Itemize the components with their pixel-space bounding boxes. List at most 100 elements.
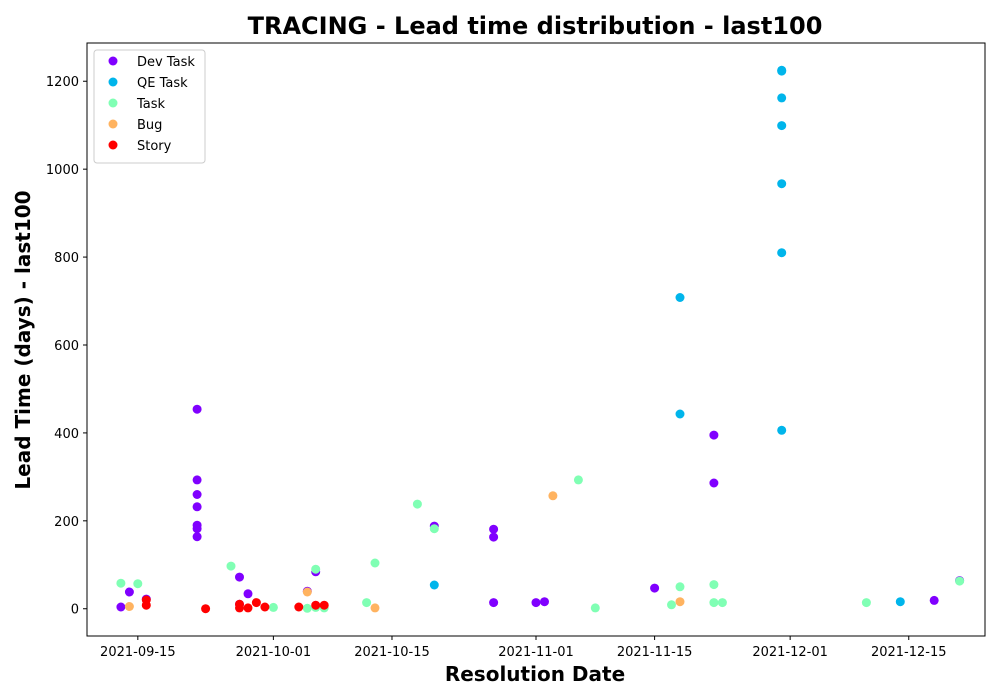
- data-point: [590, 603, 600, 613]
- data-point: [675, 293, 685, 302]
- data-point: [861, 598, 871, 608]
- series-bug: [124, 491, 685, 613]
- y-tick-label: 1000: [46, 163, 79, 178]
- data-point: [370, 558, 380, 568]
- data-point: [650, 583, 660, 593]
- data-point: [294, 602, 304, 612]
- legend-label: Task: [136, 97, 166, 112]
- data-point: [489, 598, 499, 608]
- x-tick-label: 2021-10-15: [354, 645, 430, 660]
- data-point: [302, 603, 312, 613]
- data-point: [709, 598, 719, 608]
- x-axis-label: Resolution Date: [445, 662, 625, 686]
- data-point: [709, 580, 719, 590]
- x-tick-label: 2021-09-15: [100, 645, 176, 660]
- x-tick-label: 2021-11-01: [498, 645, 574, 660]
- data-point: [370, 603, 380, 613]
- data-point: [362, 598, 372, 608]
- data-point: [531, 598, 541, 608]
- legend-item: QE Task: [108, 76, 188, 91]
- data-point: [955, 576, 965, 586]
- data-point: [675, 597, 685, 607]
- legend-label: Bug: [137, 118, 162, 133]
- data-point: [192, 475, 202, 485]
- data-point: [192, 532, 202, 542]
- legend-label: Dev Task: [137, 55, 195, 70]
- legend-marker: [108, 140, 118, 150]
- data-point: [777, 66, 787, 76]
- data-point: [311, 564, 321, 574]
- legend-item: Dev Task: [108, 55, 195, 70]
- data-point: [192, 524, 202, 534]
- data-point: [235, 603, 244, 613]
- data-point: [243, 603, 253, 613]
- data-point: [675, 409, 685, 419]
- y-axis: 0 200 400 600 800 1000 1200: [46, 75, 87, 618]
- data-point: [429, 524, 439, 534]
- plot-area: [116, 65, 965, 614]
- y-tick-label: 0: [71, 603, 79, 618]
- data-point: [540, 597, 549, 607]
- data-point: [929, 595, 939, 605]
- legend-marker: [108, 77, 118, 87]
- data-point: [243, 589, 253, 599]
- legend-item: Bug: [108, 118, 162, 133]
- legend-marker: [108, 98, 118, 108]
- x-tick-label: 2021-12-01: [752, 645, 828, 660]
- data-point: [268, 602, 278, 612]
- y-tick-label: 400: [54, 427, 79, 442]
- data-point: [489, 524, 499, 534]
- data-point: [311, 600, 321, 610]
- data-point: [667, 600, 676, 610]
- data-point: [192, 502, 202, 512]
- data-point: [116, 602, 126, 612]
- data-point: [709, 430, 719, 440]
- legend-item: Story: [108, 139, 172, 154]
- y-tick-label: 600: [54, 339, 79, 354]
- data-point: [251, 598, 261, 608]
- data-point: [124, 587, 134, 597]
- data-point: [141, 595, 151, 605]
- data-point: [235, 572, 244, 582]
- data-point: [709, 478, 719, 488]
- data-point: [226, 561, 236, 571]
- legend-marker: [108, 56, 118, 66]
- data-point: [717, 598, 727, 608]
- legend-marker: [108, 119, 118, 129]
- y-tick-label: 1200: [46, 75, 79, 90]
- data-point: [573, 475, 583, 485]
- legend-label: QE Task: [137, 76, 188, 91]
- x-axis: 2021-09-15 2021-10-01 2021-10-15 2021-11-01…: [100, 636, 947, 660]
- data-point: [302, 587, 312, 597]
- data-point: [777, 121, 787, 131]
- chart-title: TRACING - Lead time distribution - last1…: [248, 12, 823, 40]
- data-point: [777, 93, 787, 103]
- data-point: [192, 490, 202, 499]
- data-point: [548, 491, 558, 501]
- data-point: [201, 604, 211, 614]
- data-point: [133, 579, 143, 589]
- y-tick-label: 200: [54, 515, 79, 530]
- y-tick-label: 800: [54, 251, 79, 266]
- data-point: [777, 425, 787, 435]
- series-qe-task: [429, 65, 905, 607]
- data-point: [412, 499, 422, 509]
- legend-label: Story: [137, 139, 172, 154]
- data-point: [489, 532, 499, 542]
- data-point: [124, 602, 134, 611]
- x-tick-label: 2021-12-15: [871, 645, 947, 660]
- data-point: [675, 582, 685, 592]
- data-point: [895, 597, 905, 607]
- data-point: [260, 602, 270, 612]
- x-tick-label: 2021-11-15: [617, 645, 693, 660]
- series-story: [141, 595, 329, 614]
- data-point: [319, 600, 329, 610]
- data-point: [777, 179, 787, 189]
- legend: Dev Task QE Task Task Bug Story: [93, 49, 206, 164]
- data-point: [429, 580, 439, 590]
- y-axis-label: Lead Time (days) - last100: [11, 190, 35, 489]
- data-point: [777, 248, 787, 258]
- legend-box: [93, 49, 206, 164]
- legend-item: Task: [108, 97, 166, 112]
